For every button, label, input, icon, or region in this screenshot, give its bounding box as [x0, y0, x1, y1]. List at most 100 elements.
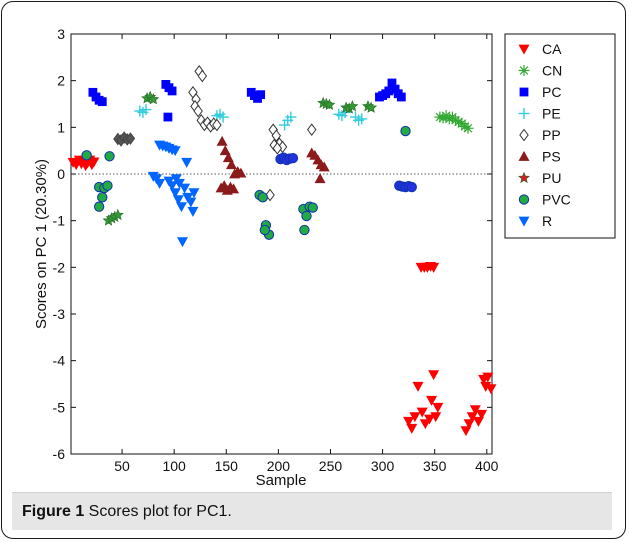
point-pu	[147, 93, 160, 105]
legend: CA CN PC PE PP PS PU PVC R	[518, 41, 571, 229]
data-points	[67, 65, 497, 437]
point-ps	[318, 161, 330, 172]
point-r	[169, 188, 181, 199]
point-pp	[306, 123, 317, 137]
plot-area	[70, 33, 493, 455]
point-pp	[272, 141, 283, 155]
point-ca	[476, 409, 488, 420]
point-ca	[426, 395, 438, 406]
x-tick-label: 100	[162, 458, 186, 474]
y-tick-label: -6	[53, 446, 66, 462]
point-pvc	[97, 192, 108, 203]
point-r	[185, 197, 197, 208]
point-pp	[212, 118, 222, 132]
point-r	[154, 178, 166, 189]
legend-label-pu: PU	[542, 170, 561, 186]
point-ca	[88, 157, 100, 168]
point-ca	[412, 381, 424, 392]
legend-label-pe: PE	[542, 106, 561, 122]
point-pc	[256, 90, 266, 100]
point-pe	[356, 113, 368, 125]
point-r	[169, 146, 181, 157]
point-pvc	[104, 151, 115, 162]
y-tick-label: 2	[57, 73, 65, 89]
y-tick-label: -1	[53, 213, 66, 229]
point-r	[179, 183, 191, 194]
point-r	[187, 206, 199, 217]
x-tick-label: 50	[114, 458, 130, 474]
x-tick-label: 250	[319, 458, 343, 474]
point-pe	[140, 104, 152, 116]
point-ps	[219, 145, 231, 156]
point-cn	[462, 122, 474, 134]
point-ps	[314, 173, 326, 184]
point-ca	[472, 416, 484, 427]
point-pc	[167, 86, 177, 96]
series-pc	[88, 78, 406, 122]
point-pvc	[299, 224, 310, 236]
point-r	[173, 178, 185, 189]
point-pvc	[400, 125, 411, 137]
series-pu	[102, 90, 378, 226]
point-ca	[428, 370, 440, 381]
legend-marker-ca	[518, 44, 530, 55]
point-pc	[97, 97, 107, 107]
point-pp	[197, 69, 208, 83]
point-ca	[485, 384, 497, 395]
series-pp-dense	[113, 131, 136, 147]
x-tick-label: 200	[267, 458, 291, 474]
x-tick-label: 350	[423, 458, 447, 474]
point-pvc	[93, 201, 105, 212]
point-pp	[271, 129, 282, 143]
legend-marker-pvc	[518, 194, 530, 205]
x-tick-label: 400	[475, 458, 499, 474]
legend-label-pvc: PVC	[542, 192, 571, 208]
point-pp-dense	[125, 132, 136, 145]
figure-caption: Figure 1 Scores plot for PC1.	[12, 492, 612, 530]
point-pvc	[102, 180, 113, 191]
point-pu	[365, 101, 378, 113]
series-cn	[434, 110, 474, 134]
y-tick-label: 0	[57, 166, 65, 182]
legend-marker-pe	[518, 108, 530, 119]
legend-label-pp: PP	[542, 127, 561, 143]
point-ps	[235, 167, 247, 178]
point-ca	[416, 407, 428, 418]
point-ca	[423, 414, 435, 425]
series-ps	[215, 135, 330, 195]
point-ca	[406, 423, 418, 434]
legend-label-cn: CN	[542, 63, 562, 79]
point-ps	[216, 135, 228, 146]
y-axis-label: Scores on PC 1 (20.30%)	[33, 159, 50, 329]
point-r	[166, 181, 178, 192]
point-pc	[390, 84, 400, 94]
point-pvc	[301, 210, 312, 222]
point-pu	[111, 208, 124, 221]
point-pu	[346, 100, 359, 112]
point-pc	[396, 92, 406, 102]
point-pc	[88, 87, 98, 97]
point-pc	[163, 112, 173, 122]
legend-label-ps: PS	[542, 149, 561, 165]
point-r	[172, 195, 184, 206]
point-ca	[432, 402, 444, 413]
series-ca	[67, 155, 497, 437]
point-r	[175, 202, 187, 213]
legend-label-pc: PC	[542, 84, 561, 100]
point-ca	[409, 412, 421, 423]
legend-label-r: R	[542, 213, 552, 229]
legend-marker-r	[518, 216, 530, 227]
point-pvc-blue	[287, 152, 299, 164]
point-pvc	[257, 192, 268, 203]
point-ca	[403, 416, 415, 427]
x-tick-label: 150	[215, 458, 239, 474]
point-ps	[222, 152, 234, 163]
point-ca	[482, 372, 494, 383]
point-pvc	[259, 224, 271, 236]
legend-marker-ps	[518, 151, 530, 161]
y-tick-label: -3	[53, 306, 66, 322]
point-pvc	[307, 202, 318, 213]
series-pp	[188, 65, 317, 202]
legend-marker-cn	[518, 65, 530, 76]
